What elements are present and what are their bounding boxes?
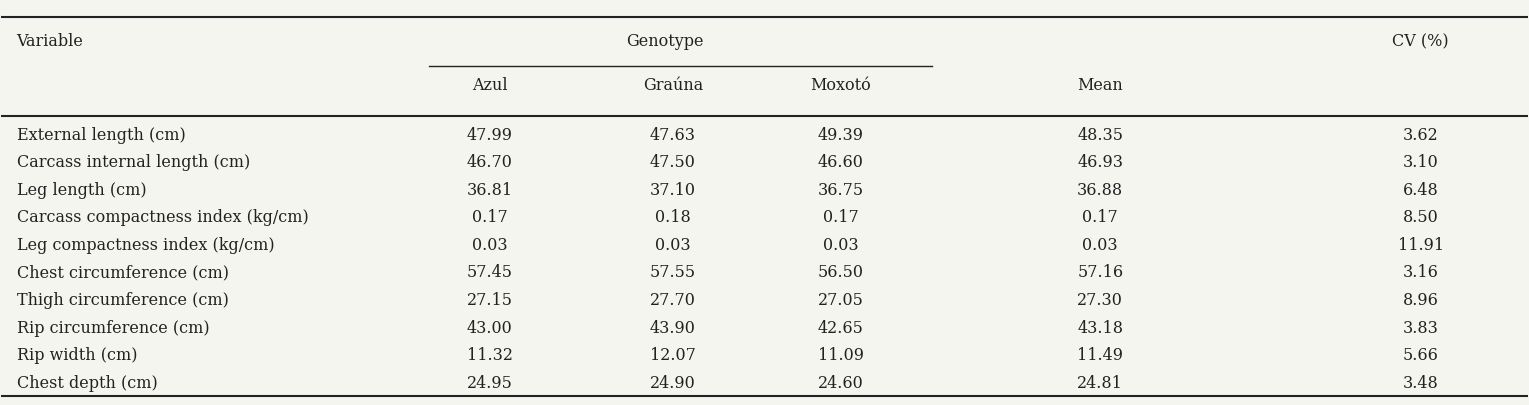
Text: Rip circumference (cm): Rip circumference (cm) bbox=[17, 320, 209, 337]
Text: Genotype: Genotype bbox=[627, 33, 703, 50]
Text: Chest depth (cm): Chest depth (cm) bbox=[17, 375, 157, 392]
Text: 47.99: 47.99 bbox=[466, 127, 512, 144]
Text: Carcass compactness index (kg/cm): Carcass compactness index (kg/cm) bbox=[17, 209, 309, 226]
Text: 3.10: 3.10 bbox=[1404, 154, 1439, 171]
Text: 57.55: 57.55 bbox=[650, 264, 696, 281]
Text: 27.05: 27.05 bbox=[818, 292, 864, 309]
Text: Variable: Variable bbox=[17, 33, 84, 50]
Text: 11.49: 11.49 bbox=[1078, 347, 1124, 364]
Text: 46.60: 46.60 bbox=[818, 154, 864, 171]
Text: 8.96: 8.96 bbox=[1402, 292, 1439, 309]
Text: Leg compactness index (kg/cm): Leg compactness index (kg/cm) bbox=[17, 237, 274, 254]
Text: 43.00: 43.00 bbox=[466, 320, 512, 337]
Text: Graúna: Graúna bbox=[642, 77, 703, 94]
Text: 0.17: 0.17 bbox=[1083, 209, 1118, 226]
Text: 11.32: 11.32 bbox=[466, 347, 512, 364]
Text: 27.30: 27.30 bbox=[1078, 292, 1124, 309]
Text: 0.17: 0.17 bbox=[472, 209, 508, 226]
Text: 11.91: 11.91 bbox=[1398, 237, 1443, 254]
Text: 42.65: 42.65 bbox=[818, 320, 864, 337]
Text: 0.03: 0.03 bbox=[472, 237, 508, 254]
Text: 0.18: 0.18 bbox=[654, 209, 691, 226]
Text: Thigh circumference (cm): Thigh circumference (cm) bbox=[17, 292, 228, 309]
Text: 56.50: 56.50 bbox=[818, 264, 864, 281]
Text: 0.17: 0.17 bbox=[823, 209, 859, 226]
Text: Leg length (cm): Leg length (cm) bbox=[17, 182, 147, 199]
Text: 27.70: 27.70 bbox=[650, 292, 696, 309]
Text: 12.07: 12.07 bbox=[650, 347, 696, 364]
Text: 27.15: 27.15 bbox=[466, 292, 512, 309]
Text: 3.83: 3.83 bbox=[1402, 320, 1439, 337]
Text: 36.88: 36.88 bbox=[1078, 182, 1124, 199]
Text: 0.03: 0.03 bbox=[1083, 237, 1118, 254]
Text: Mean: Mean bbox=[1078, 77, 1124, 94]
Text: 57.16: 57.16 bbox=[1078, 264, 1124, 281]
Text: 8.50: 8.50 bbox=[1404, 209, 1439, 226]
Text: Azul: Azul bbox=[472, 77, 508, 94]
Text: 24.95: 24.95 bbox=[466, 375, 512, 392]
Text: 6.48: 6.48 bbox=[1404, 182, 1439, 199]
Text: External length (cm): External length (cm) bbox=[17, 127, 185, 144]
Text: 3.16: 3.16 bbox=[1402, 264, 1439, 281]
Text: 24.60: 24.60 bbox=[818, 375, 864, 392]
Text: 49.39: 49.39 bbox=[818, 127, 864, 144]
Text: 47.63: 47.63 bbox=[650, 127, 696, 144]
Text: 3.62: 3.62 bbox=[1404, 127, 1439, 144]
Text: 48.35: 48.35 bbox=[1078, 127, 1124, 144]
Text: 47.50: 47.50 bbox=[650, 154, 696, 171]
Text: 3.48: 3.48 bbox=[1404, 375, 1439, 392]
Text: 43.90: 43.90 bbox=[650, 320, 696, 337]
Text: 24.81: 24.81 bbox=[1078, 375, 1124, 392]
Text: Moxotó: Moxotó bbox=[810, 77, 872, 94]
Text: Chest circumference (cm): Chest circumference (cm) bbox=[17, 264, 229, 281]
Text: 46.70: 46.70 bbox=[466, 154, 512, 171]
Text: 57.45: 57.45 bbox=[466, 264, 512, 281]
Text: 0.03: 0.03 bbox=[654, 237, 691, 254]
Text: 5.66: 5.66 bbox=[1402, 347, 1439, 364]
Text: 37.10: 37.10 bbox=[650, 182, 696, 199]
Text: Carcass internal length (cm): Carcass internal length (cm) bbox=[17, 154, 249, 171]
Text: 0.03: 0.03 bbox=[823, 237, 859, 254]
Text: 36.81: 36.81 bbox=[466, 182, 512, 199]
Text: 11.09: 11.09 bbox=[818, 347, 864, 364]
Text: CV (%): CV (%) bbox=[1393, 33, 1449, 50]
Text: 24.90: 24.90 bbox=[650, 375, 696, 392]
Text: 36.75: 36.75 bbox=[818, 182, 864, 199]
Text: Rip width (cm): Rip width (cm) bbox=[17, 347, 138, 364]
Text: 43.18: 43.18 bbox=[1078, 320, 1124, 337]
Text: 46.93: 46.93 bbox=[1078, 154, 1124, 171]
